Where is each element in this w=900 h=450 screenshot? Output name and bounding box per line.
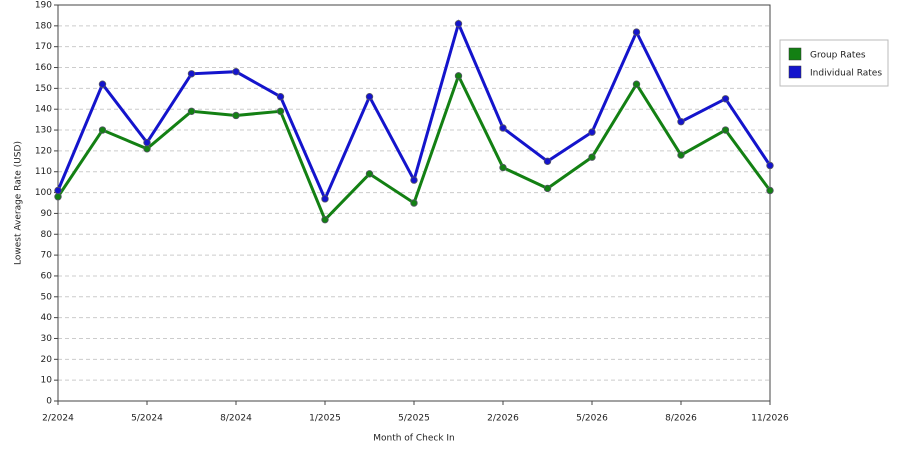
- point: [276, 107, 285, 115]
- point: [543, 157, 552, 166]
- x-tick-label: 2/2026: [487, 414, 519, 424]
- point: [454, 20, 463, 28]
- y-tick-label: 30: [41, 334, 53, 344]
- point: [54, 186, 62, 195]
- point: [543, 184, 552, 193]
- y-tick-label: 180: [35, 21, 52, 31]
- legend-swatch: [788, 47, 802, 61]
- point: [632, 80, 641, 88]
- legend-label: Individual Rates: [810, 69, 882, 79]
- point: [721, 126, 730, 134]
- point: [588, 153, 596, 161]
- point: [677, 151, 685, 159]
- x-tick-label: 5/2025: [398, 414, 430, 424]
- y-tick-label: 60: [41, 271, 53, 281]
- x-axis-label: Month of Check In: [373, 434, 455, 444]
- x-tick-label: 8/2024: [220, 414, 252, 424]
- x-tick-label: 2/2024: [42, 414, 74, 424]
- point: [232, 111, 240, 120]
- point: [98, 126, 107, 134]
- point: [632, 28, 641, 36]
- point: [276, 93, 285, 101]
- point: [677, 118, 685, 126]
- point: [766, 161, 774, 170]
- y-tick-label: 110: [35, 167, 52, 177]
- point: [454, 72, 463, 80]
- point: [143, 138, 151, 147]
- y-tick-label: 170: [35, 42, 52, 52]
- series-line: [56, 71, 772, 223]
- x-tick-label: 11/2026: [751, 414, 789, 424]
- x-tick-label: 5/2024: [131, 414, 163, 424]
- point: [321, 195, 329, 203]
- y-tick-label: 20: [41, 355, 53, 365]
- y-tick-label: 10: [41, 376, 53, 386]
- point: [499, 163, 507, 172]
- point: [766, 186, 774, 195]
- legend-box: [779, 39, 889, 87]
- y-tick-label: 90: [41, 209, 53, 219]
- point: [365, 170, 374, 178]
- point: [365, 93, 374, 101]
- y-tick-label: 130: [35, 126, 52, 136]
- y-tick-label: 190: [35, 1, 52, 11]
- y-tick-label: 100: [35, 188, 52, 198]
- point: [187, 107, 196, 115]
- y-tick-label: 140: [35, 105, 52, 115]
- legend-swatch: [788, 65, 802, 79]
- point: [54, 193, 62, 201]
- y-tick-label: 0: [46, 397, 52, 407]
- legend-label: Group Rates: [810, 51, 866, 61]
- y-axis-label: Lowest Average Rate (USD): [14, 141, 24, 265]
- point: [321, 215, 329, 224]
- point: [499, 124, 507, 132]
- y-tick-label: 70: [41, 251, 53, 261]
- y-tick-label: 160: [35, 63, 52, 73]
- y-tick-label: 120: [35, 146, 52, 156]
- x-tick-label: 1/2025: [309, 414, 341, 424]
- point: [187, 70, 196, 78]
- point: [410, 199, 418, 207]
- point: [721, 95, 730, 103]
- point: [232, 67, 240, 76]
- point: [98, 80, 107, 88]
- y-tick-label: 50: [41, 292, 53, 302]
- point: [588, 128, 596, 136]
- point: [410, 176, 418, 184]
- y-tick-label: 40: [41, 313, 53, 323]
- y-tick-label: 150: [35, 84, 52, 94]
- series-line: [56, 19, 772, 203]
- x-tick-label: 8/2026: [665, 414, 697, 424]
- y-tick-label: 80: [41, 230, 53, 240]
- point: [143, 145, 151, 153]
- x-tick-label: 5/2026: [576, 414, 608, 424]
